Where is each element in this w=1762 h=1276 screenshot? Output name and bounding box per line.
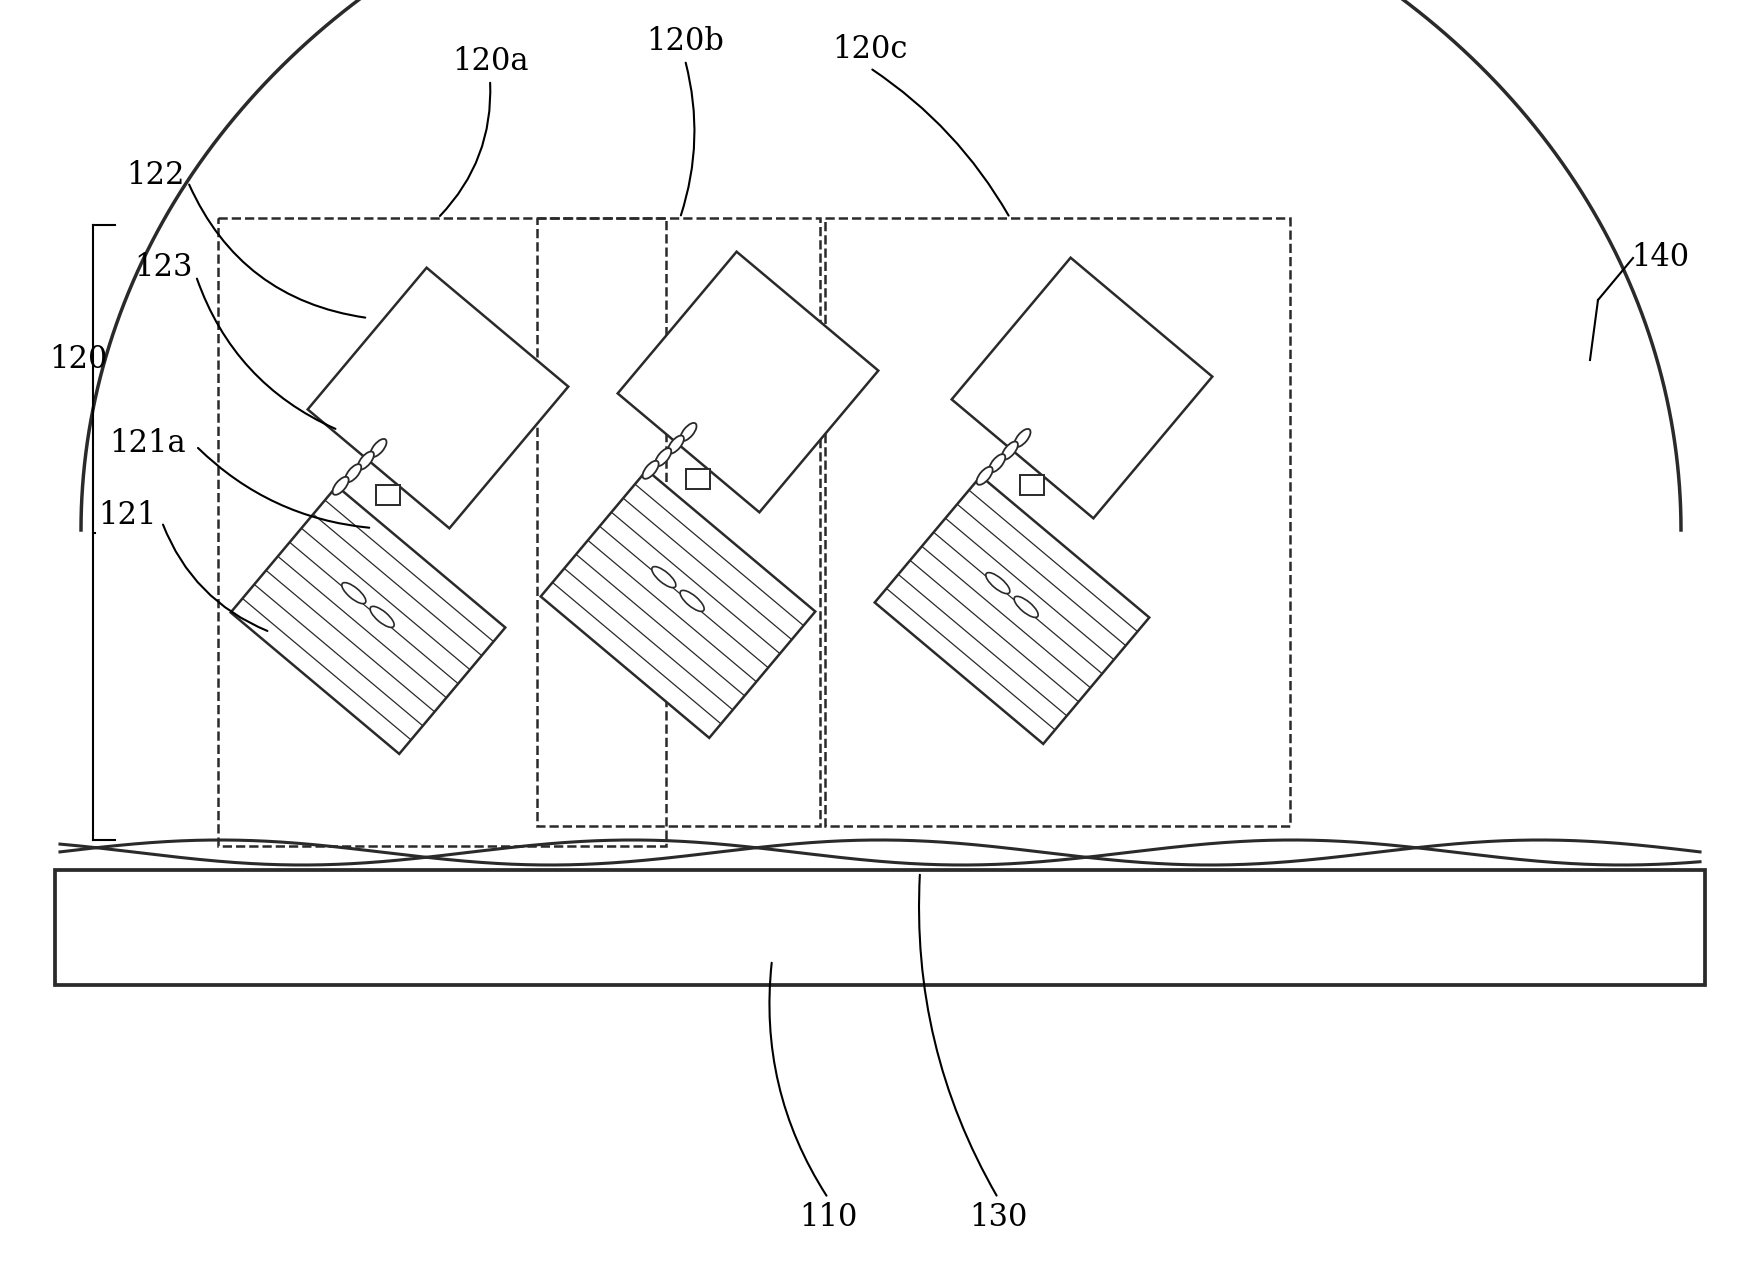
Polygon shape [81,0,1681,530]
Bar [825,218,1290,826]
Ellipse shape [668,435,684,453]
Text: 120a: 120a [451,46,529,78]
Polygon shape [874,476,1149,744]
Ellipse shape [680,422,696,441]
Polygon shape [231,486,506,754]
Ellipse shape [358,452,374,470]
Bar [537,218,819,826]
Ellipse shape [680,591,705,611]
Text: 121a: 121a [109,427,187,458]
Text: 122: 122 [125,160,185,190]
Text: 120: 120 [49,345,107,375]
Ellipse shape [985,573,1010,593]
Text: 120b: 120b [647,27,724,57]
Text: 110: 110 [798,1202,856,1234]
Ellipse shape [643,461,659,478]
Bar [55,870,1706,985]
Ellipse shape [342,583,366,604]
Ellipse shape [976,467,992,485]
Bar [687,468,710,489]
Text: 120c: 120c [832,34,907,65]
Ellipse shape [333,477,349,495]
Ellipse shape [1003,441,1018,459]
Text: 130: 130 [969,1202,1027,1234]
Polygon shape [308,268,569,528]
Ellipse shape [370,606,395,628]
Ellipse shape [652,567,677,588]
Ellipse shape [988,454,1006,472]
Polygon shape [541,470,816,738]
Text: 121: 121 [99,499,157,531]
Ellipse shape [370,439,386,457]
Ellipse shape [1015,596,1038,618]
Ellipse shape [345,464,361,482]
Ellipse shape [655,448,671,466]
Ellipse shape [1015,429,1031,447]
Bar [1020,475,1045,495]
Polygon shape [951,258,1212,518]
Text: 123: 123 [134,253,192,283]
Text: 140: 140 [1632,242,1690,273]
Polygon shape [618,251,877,513]
Bar [377,485,400,504]
Bar [218,218,666,846]
